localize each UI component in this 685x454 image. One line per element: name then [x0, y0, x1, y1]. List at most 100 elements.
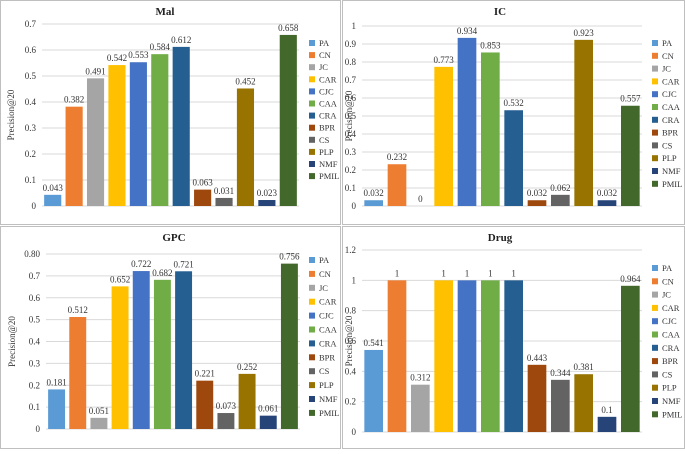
data-label-car: 0.652	[110, 274, 130, 284]
bar-car	[434, 280, 453, 432]
y-axis-title: Precision@20	[6, 89, 16, 140]
chart-title: Mal	[156, 6, 175, 18]
bar-pa	[364, 349, 383, 432]
legend-label-pmil: PMIL	[319, 171, 339, 181]
data-label-plp: 0.381	[574, 362, 594, 372]
data-label-jc: 0.491	[85, 66, 105, 76]
data-label-bpr: 0.063	[193, 178, 214, 188]
data-label-cn: 0.512	[68, 305, 88, 315]
legend-label-bpr: BPR	[319, 352, 335, 362]
legend-label-pa: PA	[319, 255, 330, 265]
data-label-cjc: 0.934	[457, 26, 478, 36]
bar-caa	[153, 279, 171, 429]
data-label-bpr: 0.032	[527, 188, 547, 198]
legend-swatch-caa	[309, 326, 315, 333]
legend-label-pa: PA	[662, 38, 673, 48]
data-label-jc: 0	[418, 194, 423, 204]
legend-swatch-cn	[652, 278, 658, 285]
legend-swatch-plp	[652, 155, 658, 162]
bar-bpr	[527, 200, 547, 206]
data-label-jc: 0.312	[410, 373, 430, 383]
y-tick-label: 0.6	[29, 293, 41, 303]
legend-label-cjc: CJC	[319, 86, 334, 96]
bar-cs	[551, 194, 570, 206]
y-tick-label: 0.4	[345, 366, 357, 376]
data-label-plp: 0.252	[237, 362, 257, 372]
legend-swatch-cs	[652, 142, 658, 149]
legend-label-nmf: NMF	[319, 159, 338, 169]
y-tick-label: 0.1	[29, 402, 40, 412]
data-label-cjc: 0.722	[131, 259, 151, 269]
data-label-cs: 0.062	[550, 183, 570, 193]
data-label-car: 0.773	[434, 55, 455, 65]
data-label-cjc: 1	[465, 268, 470, 278]
legend-label-cs: CS	[662, 140, 673, 150]
legend-label-pmil: PMIL	[662, 409, 682, 419]
bar-car	[111, 286, 129, 429]
legend-swatch-cs	[309, 136, 315, 143]
data-label-pa: 0.043	[43, 183, 64, 193]
legend-label-pa: PA	[662, 263, 673, 273]
data-label-pmil: 0.964	[620, 274, 641, 284]
legend-label-car: CAR	[319, 74, 337, 84]
legend-label-jc: JC	[319, 62, 328, 72]
legend-label-pmil: PMIL	[319, 408, 339, 418]
data-label-caa: 0.584	[150, 42, 171, 52]
y-tick-label: 0.80	[24, 249, 40, 259]
legend-label-cra: CRA	[662, 343, 680, 353]
bar-cjc	[132, 271, 150, 429]
legend-label-caa: CAA	[319, 99, 338, 109]
y-tick-label: 0.8	[345, 306, 357, 316]
legend-label-cn: CN	[319, 50, 331, 60]
data-label-cs: 0.344	[550, 368, 571, 378]
bar-plp	[236, 88, 255, 206]
data-label-cra: 0.721	[173, 259, 193, 269]
legend-swatch-cn	[309, 270, 315, 277]
y-tick-label: 0.5	[25, 71, 37, 81]
bar-pmil	[280, 263, 298, 429]
data-label-cs: 0.031	[214, 186, 234, 196]
y-axis-title: Precision@20	[344, 90, 354, 141]
data-label-pmil: 0.557	[620, 94, 641, 104]
legend-label-nmf: NMF	[662, 166, 681, 176]
legend-label-cra: CRA	[319, 338, 337, 348]
legend-swatch-jc	[652, 291, 658, 298]
y-tick-label: 0.3	[29, 358, 41, 368]
y-tick-label: 0.7	[25, 19, 37, 29]
bar-jc	[90, 417, 108, 429]
bar-bpr	[196, 380, 214, 429]
bar-cn	[387, 280, 407, 432]
legend-swatch-cra	[309, 340, 315, 347]
data-label-cra: 0.532	[504, 98, 524, 108]
legend-swatch-cjc	[309, 312, 315, 319]
legend-swatch-jc	[652, 65, 658, 72]
legend-label-nmf: NMF	[319, 394, 338, 404]
legend-label-plp: PLP	[319, 380, 334, 390]
legend-label-cn: CN	[319, 269, 331, 279]
legend-label-jc: JC	[319, 283, 328, 293]
data-label-cn: 1	[395, 268, 400, 278]
legend-label-caa: CAA	[662, 330, 681, 340]
legend-swatch-jc	[309, 284, 315, 291]
legend-swatch-cjc	[652, 91, 658, 98]
legend-swatch-nmf	[652, 168, 658, 174]
legend-swatch-plp	[309, 148, 315, 155]
bar-cn	[387, 164, 407, 206]
legend-swatch-cn	[652, 52, 658, 59]
y-tick-label: 1	[352, 275, 357, 285]
y-tick-label: 0	[32, 201, 37, 211]
y-tick-label: 0.2	[345, 165, 356, 175]
bar-cjc	[457, 280, 477, 432]
legend-swatch-nmf	[652, 398, 658, 404]
y-tick-label: 0.4	[29, 337, 41, 347]
legend-label-plp: PLP	[662, 383, 677, 393]
legend-label-car: CAR	[662, 76, 680, 86]
legend-label-caa: CAA	[319, 325, 338, 335]
legend-swatch-car	[652, 78, 658, 85]
y-tick-label: 0.7	[345, 75, 357, 85]
y-axis-title: Precision@20	[344, 315, 354, 366]
legend-label-cn: CN	[662, 276, 674, 286]
data-label-plp: 0.452	[235, 76, 255, 86]
legend-label-cs: CS	[662, 369, 673, 379]
legend-label-pmil: PMIL	[662, 179, 682, 189]
